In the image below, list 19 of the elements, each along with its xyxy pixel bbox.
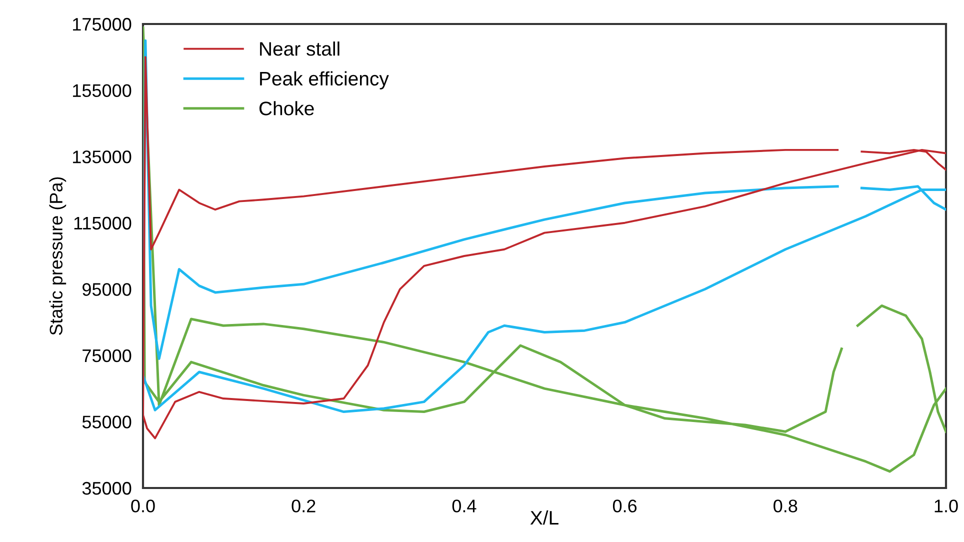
- x-axis-title: X/L: [530, 510, 558, 525]
- legend-label: Near stall: [260, 42, 340, 56]
- x-tick-label: 0.8: [774, 500, 798, 512]
- legend-label: Peak efficiency: [260, 71, 389, 90]
- x-tick-label: 0.4: [452, 500, 476, 512]
- y-tick-label: 175000: [73, 18, 132, 31]
- x-tick-label: 1.0: [934, 500, 958, 512]
- y-tick-label: 155000: [73, 84, 132, 98]
- legend-label: Choke: [259, 101, 314, 116]
- y-tick-label: 95000: [82, 283, 132, 296]
- y-tick-label: 55000: [82, 416, 132, 428]
- x-tick-label: 0.0: [131, 500, 155, 512]
- y-tick-label: 115000: [74, 216, 132, 230]
- y-tick-label: 135000: [73, 150, 132, 164]
- y-tick-label: 75000: [82, 349, 132, 362]
- x-tick-label: 0.2: [292, 500, 316, 512]
- x-tick-label: 0.6: [612, 500, 637, 512]
- y-axis-title: Static pressure (Pa): [49, 177, 66, 335]
- y-tick-label: 35000: [82, 482, 132, 495]
